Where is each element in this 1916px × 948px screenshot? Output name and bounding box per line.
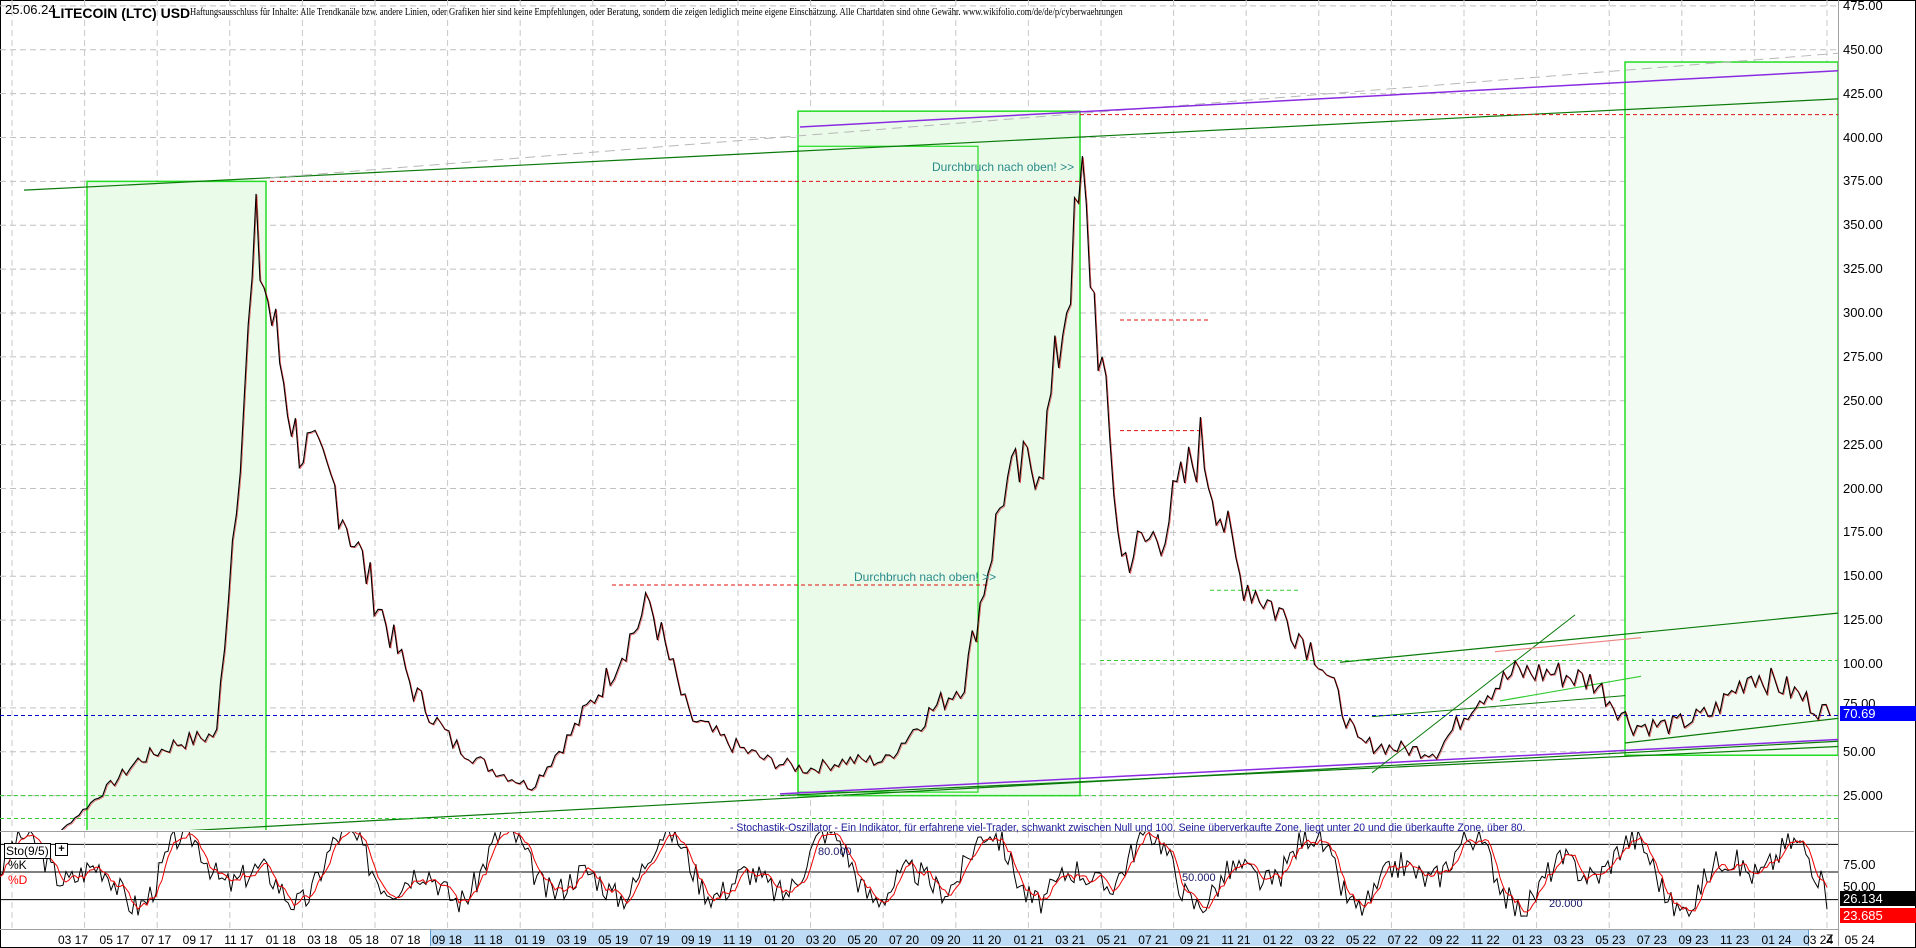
last-price-tag: 70.69 xyxy=(1840,706,1916,721)
stoch-axis-75: 75.00 xyxy=(1843,857,1876,872)
date-axis-label: 01 18 xyxy=(265,933,296,947)
date-axis-label: 01 24 xyxy=(1761,933,1792,947)
k-legend: %K xyxy=(8,858,27,872)
date-axis-label: 07 23 xyxy=(1636,933,1667,947)
date-axis-label: 11 19 xyxy=(722,933,752,947)
price-axis-label: 325.00 xyxy=(1843,261,1883,277)
date-axis-selection[interactable] xyxy=(430,930,1809,946)
date-axis-label: 05 22 xyxy=(1346,933,1377,947)
level-20-label: 20.000 xyxy=(1549,898,1583,910)
date-axis-label: 03 23 xyxy=(1553,933,1584,947)
date-axis-label: 05 20 xyxy=(847,933,878,947)
date-axis-label: 09 17 xyxy=(182,933,213,947)
k-value-tag: 26.134 xyxy=(1840,891,1916,906)
price-chart[interactable] xyxy=(0,0,1838,830)
date-axis-label: 05 21 xyxy=(1096,933,1127,947)
date-axis-label: 05 19 xyxy=(598,933,629,947)
stochastic-panel[interactable] xyxy=(0,832,1838,928)
date-axis-label: 01 22 xyxy=(1262,933,1293,947)
panel-divider[interactable] xyxy=(0,831,1914,832)
zoom-reset-button[interactable]: Z xyxy=(1826,932,1834,946)
date-axis-label: 03 21 xyxy=(1055,933,1086,947)
disclaimer-text: Haftungsausschluss für Inhalte: Alle Tre… xyxy=(190,7,1123,18)
price-axis-label: 475.00 xyxy=(1843,0,1883,13)
price-axis-label: 25.000 xyxy=(1843,787,1883,803)
price-axis-label: 100.00 xyxy=(1843,656,1883,671)
date-axis-label: 05 18 xyxy=(348,933,379,947)
stoch-axis-50: 50.00 xyxy=(1843,879,1876,894)
price-axis-label: 200.00 xyxy=(1843,480,1883,496)
date-axis-label: 11 18 xyxy=(473,933,503,947)
date-axis-label: 01 19 xyxy=(515,933,546,947)
breakout-annotation-2: Durchbruch nach oben! >> xyxy=(854,570,997,584)
date-axis-label: 01 21 xyxy=(1013,933,1044,947)
date-axis-label: 07 19 xyxy=(639,933,670,947)
date-axis-label: 03 19 xyxy=(556,933,587,947)
d-legend: %D xyxy=(8,873,28,887)
date-axis-label: 09 19 xyxy=(681,933,712,947)
date-axis-label: 11 17 xyxy=(224,933,254,947)
stochastic-label[interactable]: Sto(9/5) xyxy=(4,843,51,859)
date-axis-label: 03 20 xyxy=(805,933,836,947)
breakout-annotation-1: Durchbruch nach oben! >> xyxy=(932,160,1075,174)
level-80-label: 80.000 xyxy=(818,846,852,858)
price-axis-label: 425.00 xyxy=(1843,85,1883,101)
price-axis-label: 300.00 xyxy=(1843,305,1883,320)
stochastic-info-text: - Stochastik-Oszillator - Ein Indikator,… xyxy=(730,822,1526,834)
chart-title: LITECOIN (LTC) USD xyxy=(52,5,191,21)
level-50-label: 50.000 xyxy=(1182,872,1216,884)
date-axis-label: 07 22 xyxy=(1387,933,1418,947)
d-value-tag: 23.685 xyxy=(1840,908,1916,923)
date-axis-label: 03 22 xyxy=(1304,933,1335,947)
date-axis-label: 09 21 xyxy=(1179,933,1210,947)
date-axis-label: 03 24 xyxy=(1803,933,1834,947)
price-axis-label: 50.00 xyxy=(1843,743,1876,759)
date-axis-label: 07 17 xyxy=(141,933,172,947)
date-axis[interactable] xyxy=(0,929,1838,947)
date-axis-label: 01 23 xyxy=(1512,933,1543,947)
date-axis-label: 09 22 xyxy=(1429,933,1460,947)
price-axis-label: 450.00 xyxy=(1843,41,1883,57)
price-axis-label: 350.00 xyxy=(1843,217,1883,233)
date-axis-label: 01 20 xyxy=(764,933,795,947)
price-axis-label: 275.00 xyxy=(1843,348,1883,364)
price-axis-divider xyxy=(1838,0,1839,946)
date-axis-label: 11 21 xyxy=(1221,933,1251,947)
price-axis-label: 125.00 xyxy=(1843,612,1883,628)
date-axis-label: 03 17 xyxy=(58,933,89,947)
date-axis-label: 03 18 xyxy=(307,933,338,947)
price-axis-label: 400.00 xyxy=(1843,129,1883,145)
price-series xyxy=(60,156,1832,830)
price-axis-label: 175.00 xyxy=(1843,524,1883,540)
price-axis-label: 250.00 xyxy=(1843,392,1883,408)
date-axis-label: 07 20 xyxy=(889,933,920,947)
price-axis-label: 150.00 xyxy=(1843,568,1883,584)
date-axis-label: 07 21 xyxy=(1138,933,1169,947)
price-axis-label: 375.00 xyxy=(1843,173,1883,189)
date-axis-label: 05 24 xyxy=(1844,933,1875,947)
date-axis-label: 05 23 xyxy=(1595,933,1626,947)
date-axis-label: 09 18 xyxy=(431,933,462,947)
drawn-objects xyxy=(0,52,1838,830)
date-axis-label: 09 23 xyxy=(1678,933,1709,947)
date-axis-label: 05 17 xyxy=(99,933,130,947)
date-axis-label: 09 20 xyxy=(930,933,961,947)
price-axis-label: 225.00 xyxy=(1843,436,1883,452)
date-axis-label: 07 18 xyxy=(390,933,421,947)
date-axis-label: 11 22 xyxy=(1470,933,1500,947)
chart-date: 25.06.24 xyxy=(5,2,56,17)
date-axis-label: 11 23 xyxy=(1720,933,1750,947)
expand-indicator-button[interactable]: + xyxy=(55,843,68,856)
date-axis-label: 11 20 xyxy=(972,933,1002,947)
